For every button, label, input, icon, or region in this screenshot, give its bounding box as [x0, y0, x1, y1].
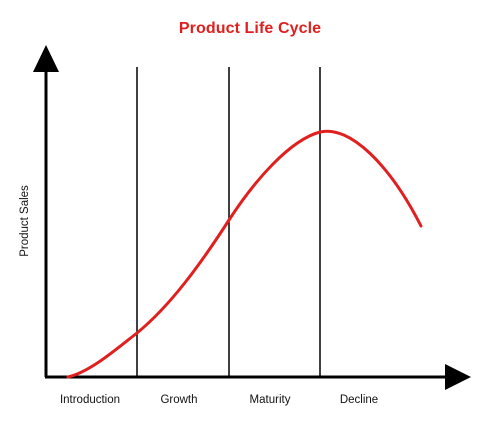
stage-label-decline: Decline: [340, 394, 378, 406]
stage-label-growth: Growth: [160, 394, 197, 406]
stage-label-introduction: Introduction: [60, 394, 120, 406]
diagram-title: Product Life Cycle: [178, 20, 322, 37]
x-axis-arrow: [445, 364, 471, 390]
sales-curve: [66, 129, 423, 379]
y-axis-label: Product Sales: [19, 185, 31, 257]
y-axis-arrow: [33, 45, 59, 72]
stage-label-maturity: Maturity: [250, 394, 291, 406]
